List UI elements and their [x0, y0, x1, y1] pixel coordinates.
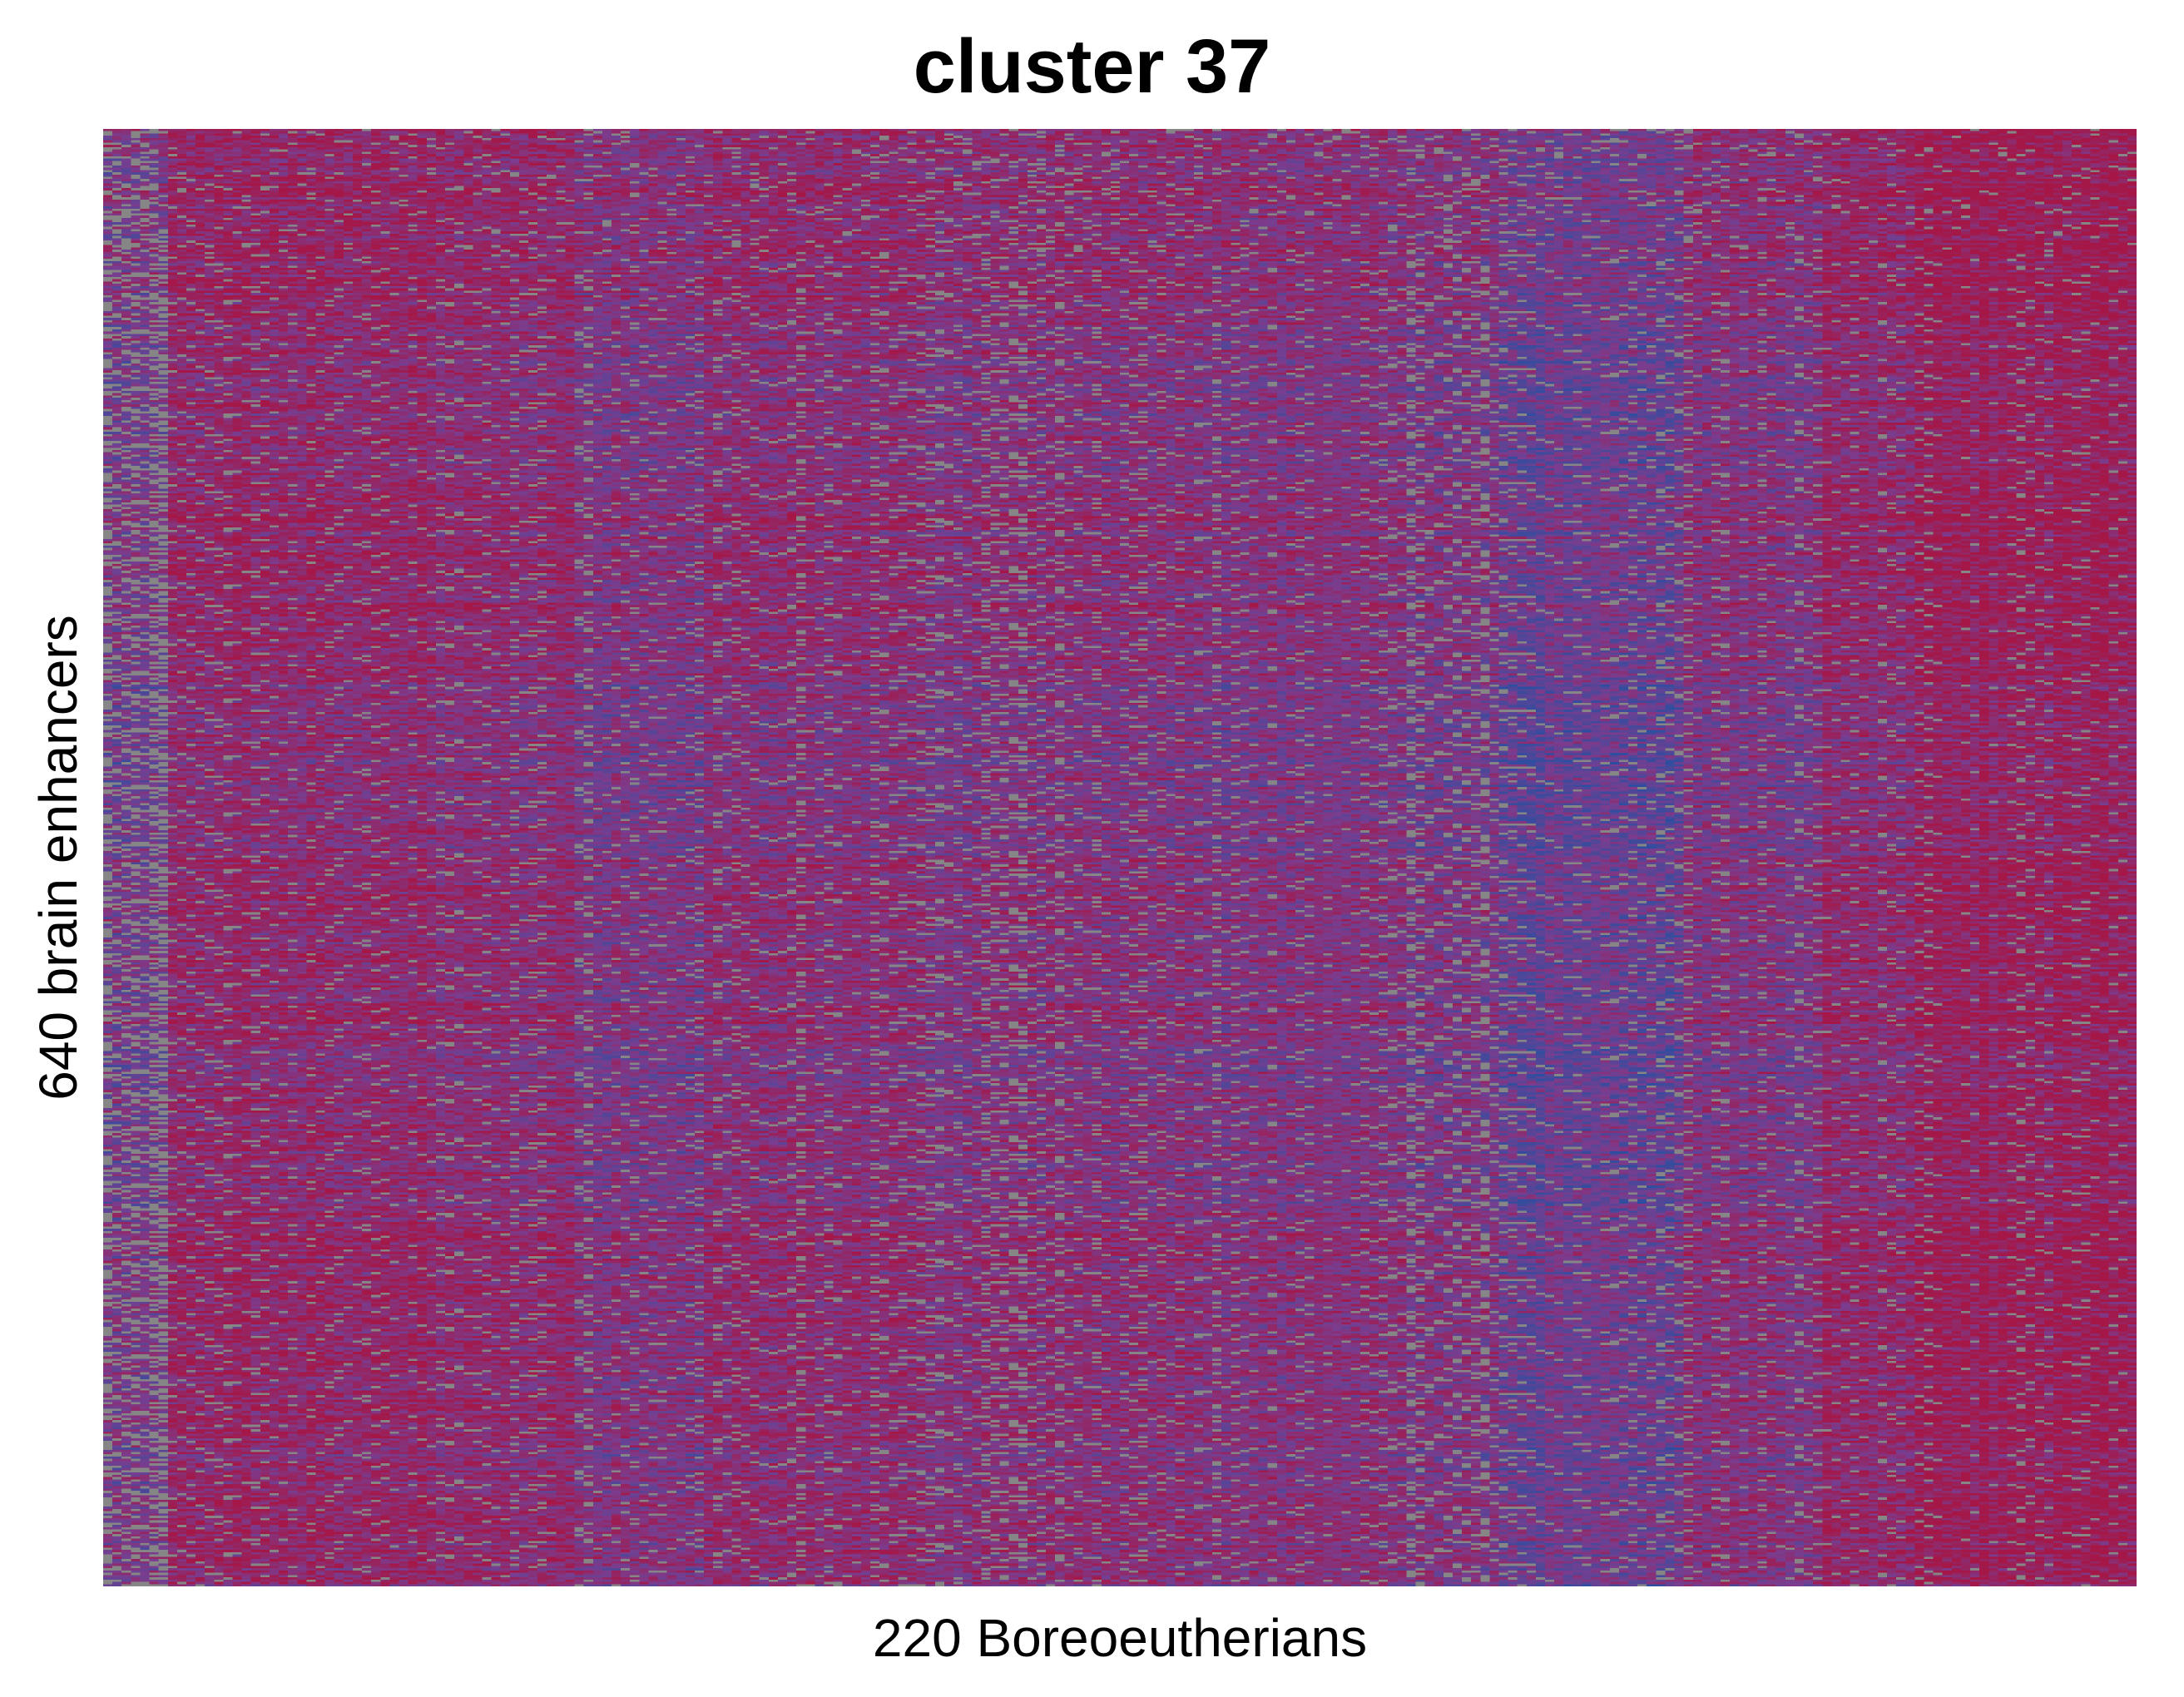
x-axis-label: 220 Boreoeutherians — [872, 1608, 1368, 1668]
y-axis-label: 640 brain enhancers — [28, 615, 88, 1101]
chart-title: cluster 37 — [913, 24, 1271, 109]
heatmap-grid — [103, 129, 2137, 1586]
